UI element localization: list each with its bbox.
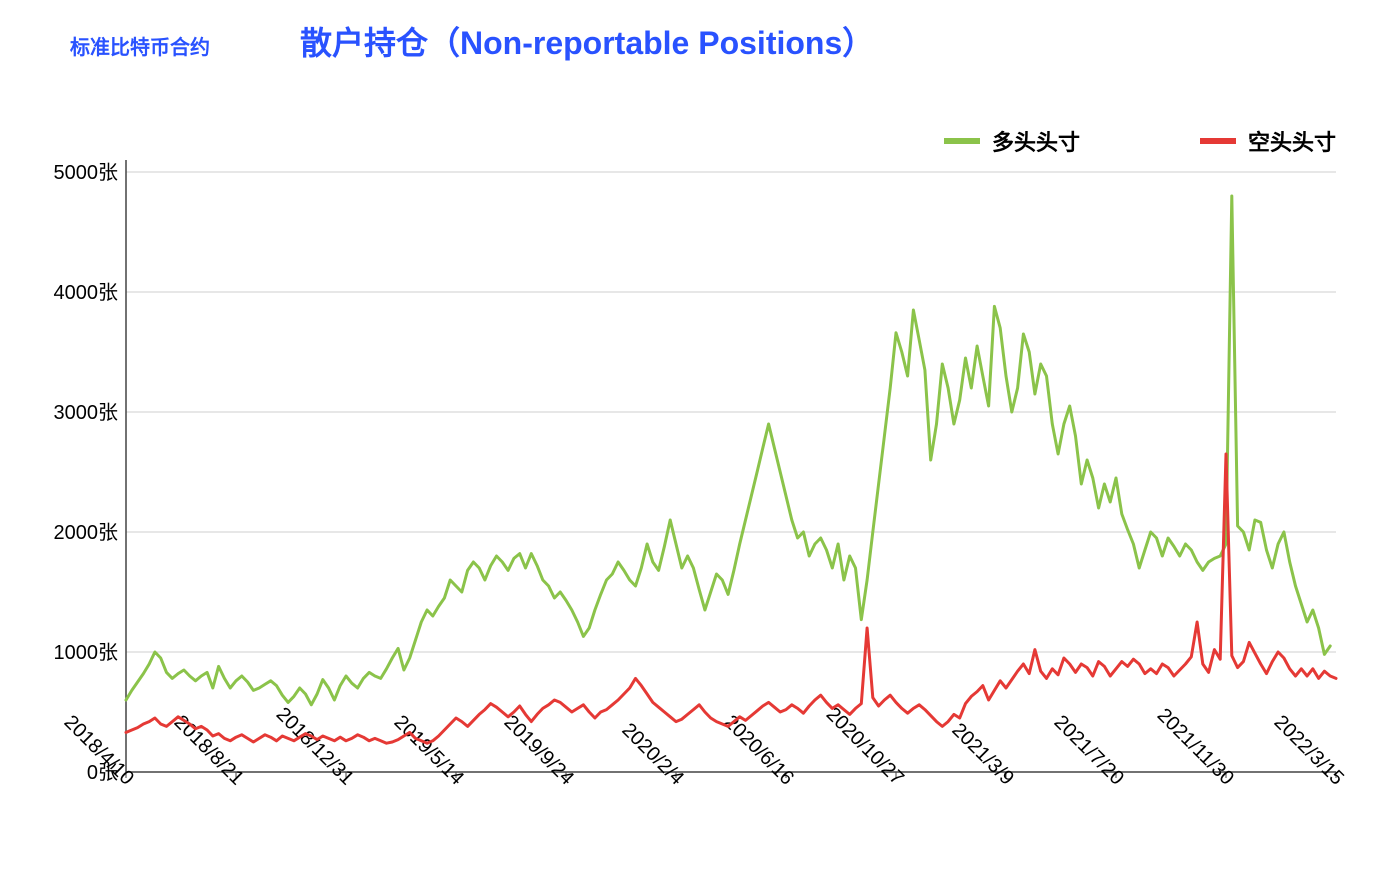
- svg-text:5000张: 5000张: [54, 161, 119, 184]
- svg-text:2018/8/21: 2018/8/21: [170, 711, 248, 789]
- legend-swatch-short: [1200, 138, 1236, 144]
- legend-item-long: 多头头寸: [944, 125, 1080, 157]
- svg-text:2021/11/30: 2021/11/30: [1153, 704, 1238, 789]
- svg-text:2019/5/14: 2019/5/14: [390, 711, 468, 789]
- svg-text:2020/2/4: 2020/2/4: [617, 719, 688, 790]
- svg-text:2020/10/27: 2020/10/27: [822, 703, 908, 789]
- legend: 多头头寸 空头头寸: [944, 125, 1336, 157]
- legend-item-short: 空头头寸: [1200, 125, 1336, 157]
- legend-swatch-long: [944, 138, 980, 144]
- legend-label-short: 空头头寸: [1248, 125, 1336, 157]
- svg-text:2018/12/31: 2018/12/31: [272, 703, 358, 789]
- chart-subtitle: 标准比特币合约: [70, 31, 210, 60]
- svg-text:3000张: 3000张: [54, 401, 119, 424]
- svg-text:2022/3/15: 2022/3/15: [1270, 711, 1348, 789]
- svg-text:2000张: 2000张: [54, 521, 119, 544]
- svg-text:2021/7/20: 2021/7/20: [1050, 711, 1128, 789]
- svg-text:4000张: 4000张: [54, 281, 119, 304]
- chart-header: 标准比特币合约 散户持仓（Non-reportable Positions）: [0, 0, 1376, 64]
- legend-label-long: 多头头寸: [992, 125, 1080, 157]
- chart-area: 0张1000张2000张3000张4000张5000张2018/4/102018…: [38, 160, 1348, 840]
- chart-title: 散户持仓（Non-reportable Positions）: [300, 18, 874, 64]
- chart-svg: 0张1000张2000张3000张4000张5000张2018/4/102018…: [38, 160, 1348, 840]
- svg-text:1000张: 1000张: [54, 641, 119, 664]
- svg-text:2021/3/9: 2021/3/9: [947, 719, 1018, 790]
- svg-text:2019/9/24: 2019/9/24: [500, 711, 578, 789]
